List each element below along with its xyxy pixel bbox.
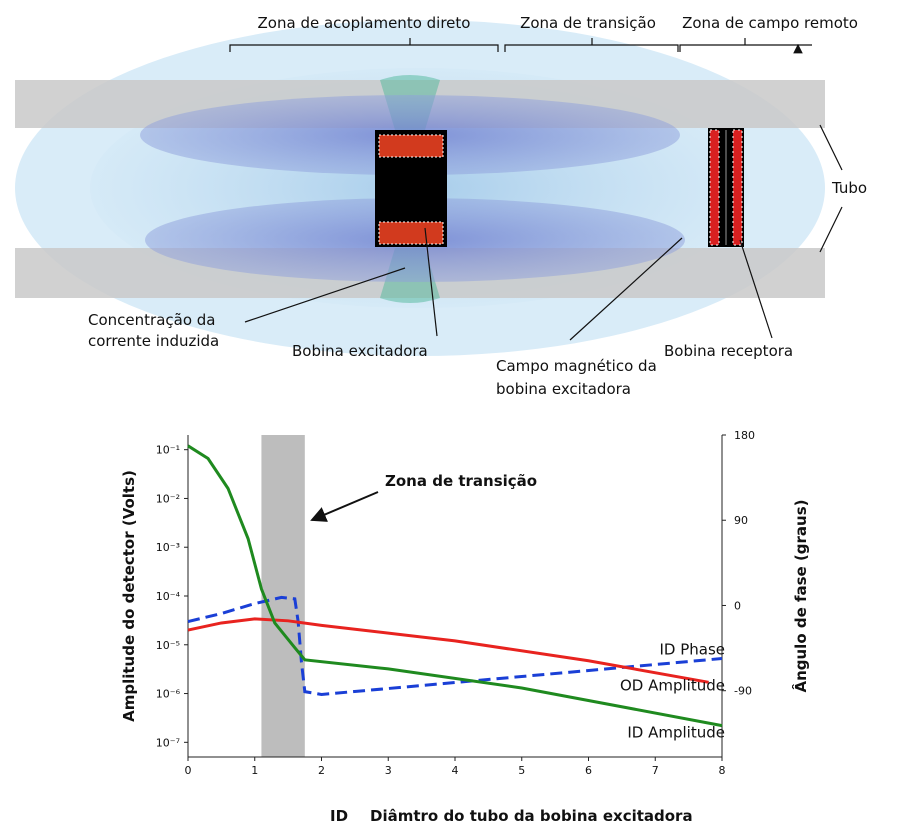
y2-tick-label: 90 [734, 514, 748, 527]
label: Concentração da [88, 311, 215, 329]
series-label: ID Phase [659, 641, 725, 659]
x-tick-label: 1 [251, 764, 258, 777]
bracket [680, 38, 812, 52]
y-tick-label: 10⁻³ [156, 541, 180, 554]
x-tick-label: 0 [185, 764, 192, 777]
x-tick-label: 4 [452, 764, 459, 777]
y-tick-label: 10⁻² [156, 492, 180, 505]
annotation-arrow [312, 492, 378, 520]
y-tick-label: 10⁻⁵ [156, 639, 180, 652]
x-tick-label: 5 [518, 764, 525, 777]
diagram: Zona de acoplamento direto Zona de trans… [15, 14, 867, 398]
y2-tick-label: -90 [734, 685, 752, 698]
annotation: Zona de transição [385, 472, 537, 490]
coil-winding [733, 130, 742, 245]
y2-label: Ângulo de fase (graus) [791, 499, 810, 692]
y-tick-label: 10⁻⁷ [156, 736, 180, 749]
y2-tick-label: 0 [734, 599, 741, 612]
x-tick-label: 2 [318, 764, 325, 777]
coil-winding [379, 222, 443, 244]
x-tick-label: 8 [719, 764, 726, 777]
label: Campo magnético da [496, 357, 657, 375]
label: corrente induzida [88, 332, 219, 350]
zone-label: Zona de transição [520, 14, 656, 32]
y2-tick-label: 180 [734, 429, 755, 442]
tube-label: Tubo [831, 179, 867, 197]
chart: 0 1 2 3 4 5 6 7 8 10⁻¹ 10⁻² 10⁻³ 10⁻⁴ 10⁻⁵ 10⁻⁶ 10⁻⁷ 180… [120, 429, 810, 825]
label: Bobina excitadora [292, 342, 428, 360]
x-label-prefix: ID [330, 807, 348, 825]
coil-winding [710, 130, 719, 245]
y-tick-label: 10⁻¹ [156, 444, 180, 457]
x-tick-label: 7 [652, 764, 659, 777]
zone-label: Zona de campo remoto [682, 14, 858, 32]
label: bobina excitadora [496, 380, 631, 398]
series-label: OD Amplitude [620, 676, 725, 694]
coil-winding [379, 135, 443, 157]
y-label: Amplitude do detector (Volts) [120, 470, 138, 722]
y-tick-label: 10⁻⁶ [156, 688, 181, 701]
x-tick-label: 6 [585, 764, 592, 777]
x-label: Diâmtro do tubo da bobina excitadora [370, 807, 693, 825]
transition-band [261, 435, 304, 757]
page: Zona de acoplamento direto Zona de trans… [0, 0, 913, 830]
zone-label: Zona de acoplamento direto [258, 14, 471, 32]
x-tick-label: 3 [385, 764, 392, 777]
label: Bobina receptora [664, 342, 793, 360]
y-tick-label: 10⁻⁴ [156, 590, 181, 603]
series-label: ID Amplitude [627, 724, 725, 742]
